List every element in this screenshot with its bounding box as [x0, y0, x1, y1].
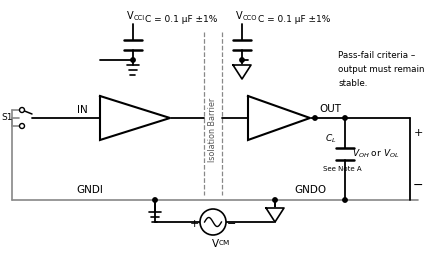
Text: GNDI: GNDI: [77, 185, 104, 195]
Text: $V_{OH}$ or $V_{OL}$: $V_{OH}$ or $V_{OL}$: [352, 148, 399, 160]
Circle shape: [240, 58, 244, 62]
Text: CM: CM: [219, 240, 230, 246]
Text: Isolation Barrier: Isolation Barrier: [208, 98, 217, 162]
Circle shape: [313, 116, 317, 120]
Circle shape: [200, 209, 226, 235]
Text: −: −: [413, 179, 423, 191]
Text: V: V: [127, 11, 133, 21]
Polygon shape: [266, 208, 284, 222]
Text: C = 0.1 μF ±1%: C = 0.1 μF ±1%: [258, 15, 330, 25]
Text: GNDO: GNDO: [294, 185, 326, 195]
Text: $C_L$: $C_L$: [325, 132, 337, 145]
Text: +: +: [189, 219, 199, 229]
Text: CCI: CCI: [134, 15, 145, 21]
Text: +: +: [413, 128, 423, 138]
Text: stable.: stable.: [338, 78, 367, 88]
Text: IN: IN: [77, 105, 87, 115]
Polygon shape: [233, 65, 251, 79]
Text: C = 0.1 μF ±1%: C = 0.1 μF ±1%: [145, 15, 217, 25]
Circle shape: [273, 198, 277, 202]
Text: S1: S1: [2, 113, 13, 123]
Polygon shape: [100, 96, 170, 140]
Text: output must remain: output must remain: [338, 65, 425, 73]
Circle shape: [20, 108, 24, 112]
Text: V: V: [211, 239, 219, 249]
Circle shape: [343, 116, 347, 120]
Polygon shape: [248, 96, 310, 140]
Circle shape: [20, 124, 24, 128]
Text: CCO: CCO: [243, 15, 258, 21]
Circle shape: [343, 198, 347, 202]
Text: −: −: [227, 219, 237, 229]
Text: See Note A: See Note A: [323, 166, 361, 172]
Circle shape: [153, 198, 157, 202]
Text: Pass-fail criteria –: Pass-fail criteria –: [338, 50, 415, 60]
Text: V: V: [236, 11, 242, 21]
Circle shape: [131, 58, 135, 62]
Text: OUT: OUT: [319, 104, 341, 114]
